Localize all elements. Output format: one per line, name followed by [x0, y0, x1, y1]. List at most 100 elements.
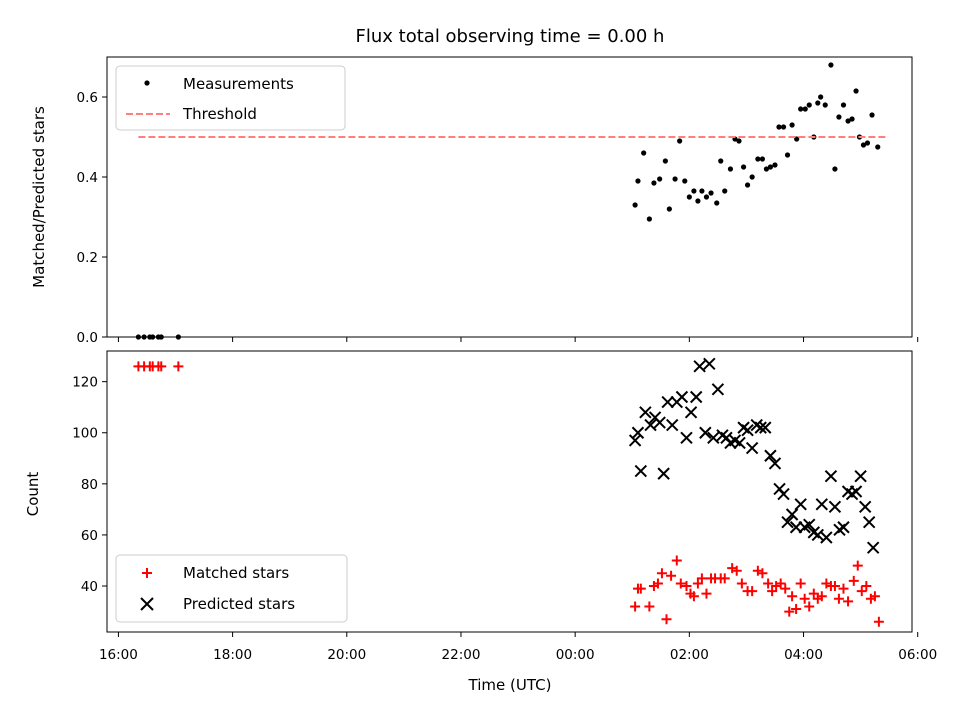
- x-tick-label: 00:00: [556, 647, 595, 663]
- y-tick-label: 0.6: [77, 90, 98, 106]
- measurement-point: [772, 162, 778, 168]
- legend-matched-stars-label: Matched stars: [183, 564, 289, 582]
- matched-star-point: [757, 568, 768, 579]
- measurement-point: [722, 188, 728, 194]
- predicted-star-point: [703, 357, 716, 370]
- bottom-panel: 16:00 18:00 20:00 22:00 00:00 02:00 04:00 06:00…: [24, 350, 937, 663]
- matched-star-point: [795, 578, 806, 589]
- bottom-panel-legend: Matched stars Predicted stars: [115, 554, 348, 623]
- x-tick-label: 16:00: [99, 647, 138, 663]
- predicted-star-point: [768, 457, 782, 470]
- predicted-star-point: [675, 390, 689, 404]
- legend-box: [115, 554, 348, 623]
- matched-star-point: [675, 578, 686, 589]
- x-tick-label: 22:00: [442, 647, 481, 663]
- top-panel-frame: [106, 56, 913, 338]
- measurement-point: [736, 138, 742, 144]
- top-panel-legend: Measurements Threshold: [115, 65, 346, 131]
- predicted-star-point: [862, 515, 876, 529]
- measurement-point: [686, 194, 692, 200]
- measurement-point: [641, 150, 647, 156]
- measurement-point: [677, 138, 683, 144]
- matched-star-point: [630, 601, 641, 612]
- y-tick-label: 0.0: [77, 330, 98, 346]
- measurement-point: [789, 122, 795, 128]
- matched-star-point: [833, 593, 844, 604]
- matched-star-point: [780, 583, 791, 594]
- matched-star-point: [688, 591, 699, 602]
- measurement-point: [759, 156, 766, 162]
- predicted-star-point: [693, 360, 706, 373]
- measurement-point: [802, 106, 808, 112]
- measurement-point: [815, 100, 821, 106]
- y-tick-label: 100: [72, 426, 98, 442]
- legend-predicted-stars-label: Predicted stars: [183, 595, 295, 613]
- predicted-star-point: [699, 426, 712, 439]
- predicted-star-point: [854, 469, 867, 483]
- predicted-star-point: [764, 449, 777, 462]
- measurement-point: [806, 102, 812, 108]
- measurement-point: [840, 102, 847, 108]
- y-tick-label: 60: [81, 528, 98, 544]
- predicted-star-point: [657, 467, 670, 480]
- predicted-star-point: [849, 485, 863, 498]
- measurement-point: [836, 114, 842, 120]
- x-tick-label: 04:00: [784, 647, 823, 663]
- matched-star-point: [791, 604, 802, 615]
- matched-star-point: [692, 578, 703, 589]
- predicted-star-point: [639, 406, 652, 419]
- measurement-point: [691, 188, 697, 194]
- measurement-point: [699, 188, 705, 194]
- predicted-star-point: [680, 431, 693, 445]
- predicted-star-point: [785, 508, 799, 521]
- predicted-star-point: [858, 500, 872, 514]
- predicted-star-point: [684, 406, 698, 419]
- measurement-point: [784, 152, 791, 158]
- matched-star-point: [799, 593, 810, 604]
- predicted-star-point: [777, 487, 790, 501]
- measurement-point: [666, 206, 672, 212]
- measurement-point: [175, 334, 181, 340]
- legend-threshold-label: Threshold: [182, 105, 257, 123]
- predicted-star-point: [815, 498, 829, 511]
- legend-box: [115, 65, 346, 131]
- matched-star-point: [173, 361, 184, 372]
- predicted-star-point: [824, 469, 838, 483]
- predicted-star-point: [837, 521, 850, 534]
- measurement-point: [763, 166, 770, 172]
- predicted-star-point: [653, 416, 666, 429]
- measurement-point: [798, 106, 804, 112]
- predicted-star-point: [759, 421, 772, 434]
- measurement-point: [635, 178, 641, 184]
- top-panel-y-axis-label: Matched/Predicted stars: [30, 106, 48, 288]
- y-tick-label: 120: [72, 375, 98, 391]
- measurement-point: [703, 194, 710, 200]
- measurement-point: [875, 144, 881, 150]
- measurement-point: [832, 166, 838, 172]
- measurement-point: [755, 156, 761, 162]
- x-tick-label: 02:00: [670, 647, 709, 663]
- predicted-star-point: [661, 395, 674, 409]
- predicted-star-point: [794, 498, 807, 511]
- measurement-point: [672, 176, 678, 182]
- matched-star-point: [856, 586, 867, 597]
- matched-star-point: [696, 573, 707, 584]
- x-axis-label: Time (UTC): [468, 676, 552, 694]
- x-tick-label: 18:00: [213, 647, 252, 663]
- predicted-star-point: [634, 464, 648, 478]
- predicted-star-point: [711, 383, 725, 396]
- y-tick-label: 40: [81, 579, 98, 595]
- predicted-star-point: [689, 390, 703, 404]
- matched-star-point: [652, 578, 663, 589]
- matched-star-point: [671, 555, 682, 566]
- matched-star-point: [829, 581, 840, 592]
- top-panel-ticks: 0.0 0.2 0.4 0.6: [77, 90, 919, 346]
- legend-predicted-stars-swatch: [140, 597, 154, 611]
- matched-star-point: [747, 586, 758, 597]
- measurement-point: [853, 88, 859, 94]
- measurement-point: [860, 142, 867, 148]
- matched-star-point: [644, 601, 655, 612]
- predicted-star-point: [644, 418, 657, 432]
- bottom-panel-ticks: 16:00 18:00 20:00 22:00 00:00 02:00 04:00 06:00…: [72, 375, 937, 663]
- measurement-point: [632, 202, 638, 208]
